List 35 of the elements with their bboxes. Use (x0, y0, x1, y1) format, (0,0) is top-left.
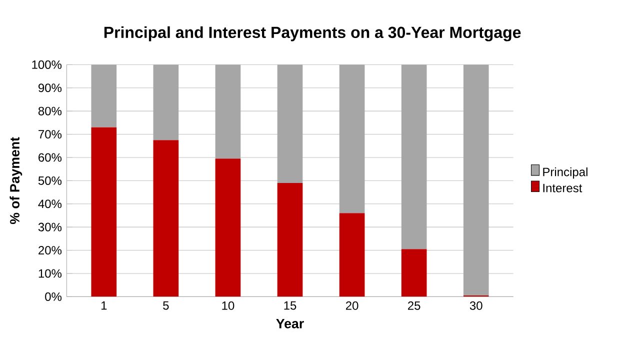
x-tick-label: 25 (408, 301, 420, 310)
bar (277, 64, 303, 183)
y-tick-label: 100% (32, 60, 62, 69)
bar (277, 182, 303, 297)
legend-label: Principal (543, 167, 588, 179)
x-tick-label: 1 (101, 301, 107, 310)
y-tick-label: 60% (38, 153, 62, 162)
y-tick-label: 90% (38, 84, 62, 92)
bar (339, 213, 365, 297)
bar (215, 158, 241, 297)
bar (153, 64, 179, 140)
legend-label: Interest (543, 184, 582, 192)
y-axis-title: % of Payment (10, 137, 22, 224)
bar (215, 64, 241, 159)
x-tick-label: 10 (222, 301, 234, 310)
y-tick-label: 40% (38, 200, 62, 208)
y-tick-label: 80% (38, 106, 62, 116)
x-tick-label: 5 (163, 301, 169, 310)
x-axis-title: Year (276, 319, 304, 328)
bar (91, 64, 117, 128)
y-tick-label: 50% (38, 176, 62, 185)
bar (401, 249, 427, 297)
y-tick-label: 20% (38, 246, 62, 255)
y-tick-label: 10% (38, 269, 62, 278)
bar (339, 64, 365, 214)
chart-title: Principal and Interest Payments on a 30-Year Mortgage (104, 26, 521, 42)
bar (401, 64, 427, 250)
bar (153, 140, 179, 297)
x-tick-label: 15 (284, 301, 296, 310)
y-tick-label: 0% (45, 292, 62, 301)
x-tick-label: 30 (470, 301, 482, 310)
bar (91, 127, 117, 297)
y-tick-label: 70% (38, 130, 62, 139)
y-tick-label: 30% (38, 222, 62, 232)
x-tick-label: 20 (346, 301, 358, 310)
